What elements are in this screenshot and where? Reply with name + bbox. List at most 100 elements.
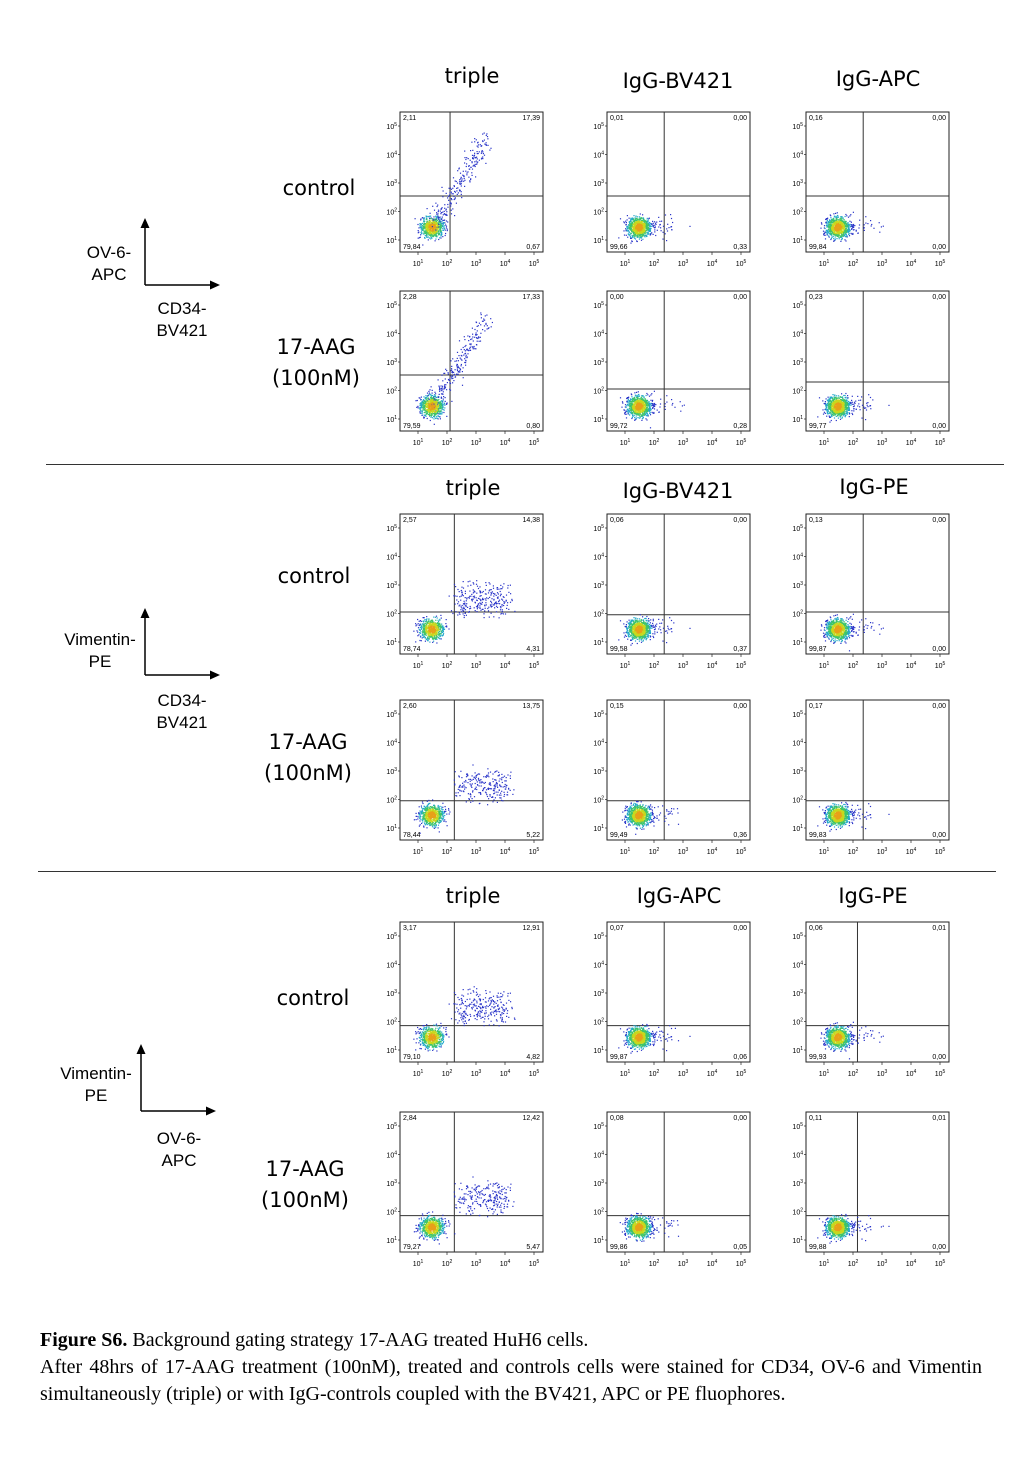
y-tick-label: 102	[792, 796, 803, 805]
x-tick-label: 101	[413, 661, 424, 670]
y-axis-label-s1: OV-6- APC	[86, 243, 132, 284]
quadrant-percent-lr: 0,00	[932, 832, 946, 839]
quadrant-percent-ll: 79,10	[403, 1054, 421, 1061]
quadrant-percent-ll: 99,93	[809, 1054, 827, 1061]
x-tick-label: 103	[678, 259, 689, 268]
y-tick-label: 101	[593, 1236, 604, 1245]
x-tick-label: 104	[707, 847, 718, 856]
x-tick-label: 104	[707, 438, 718, 447]
y-tick-label: 102	[593, 387, 604, 396]
x-tick-label: 103	[471, 438, 482, 447]
y-axis-label-s2: Vimentin- PE	[64, 630, 136, 671]
y-tick-label: 105	[386, 301, 397, 310]
x-tick-label: 102	[442, 1259, 453, 1268]
y-tick-label: 101	[792, 1236, 803, 1245]
x-tick-label: 102	[649, 661, 660, 670]
event-dots	[621, 800, 680, 835]
col-head-s3-igg-pe: IgG-PE	[838, 884, 908, 908]
quadrant-percent-ul: 0,16	[809, 115, 823, 122]
x-axis-label-s3: OV-6- APC	[156, 1129, 202, 1170]
quadrant-percent-ul: 2,28	[403, 294, 417, 301]
y-tick-label: 103	[792, 989, 803, 998]
y-tick-label: 104	[593, 553, 604, 562]
event-dots	[618, 1023, 691, 1054]
x-tick-label: 101	[620, 438, 631, 447]
event-dots	[413, 1176, 515, 1246]
x-tick-label: 102	[649, 438, 660, 447]
quadrant-percent-lr: 4,31	[526, 646, 540, 653]
quadrant-percent-ur: 0,00	[932, 703, 946, 710]
x-tick-label: 104	[500, 1069, 511, 1078]
axis-arrows-s3	[136, 1044, 216, 1116]
y-tick-label: 102	[792, 1208, 803, 1217]
x-tick-label: 102	[649, 1259, 660, 1268]
plot-frame	[399, 699, 544, 841]
x-tick-label: 102	[442, 661, 453, 670]
y-tick-label: 103	[593, 179, 604, 188]
y-tick-label: 104	[593, 961, 604, 970]
y-tick-label: 102	[386, 208, 397, 217]
y-tick-label: 101	[792, 415, 803, 424]
event-dots	[413, 580, 516, 644]
x-tick-label: 104	[707, 661, 718, 670]
x-tick-label: 105	[736, 438, 747, 447]
x-tick-label: 103	[877, 259, 888, 268]
x-tick-label: 103	[678, 1069, 689, 1078]
x-tick-label: 101	[620, 1069, 631, 1078]
x-tick-label: 104	[906, 1259, 917, 1268]
row-label-s3-control: control	[276, 986, 350, 1010]
row-label-s1-17aag: 17-AAG (100nM)	[272, 335, 360, 390]
x-axis-label-s1: CD34- BV421	[156, 299, 208, 340]
quadrant-percent-ur: 0,00	[733, 294, 747, 301]
x-tick-label: 102	[442, 1069, 453, 1078]
x-tick-label: 105	[529, 1259, 540, 1268]
flow-plot-9: 101 101 102 102 103 103 104 104 105 105 0,13 0,00 99…	[780, 508, 959, 682]
quadrant-percent-lr: 0,00	[932, 1054, 946, 1061]
flow-plot-15: 101 101 102 102 103 103 104 104 105 105 0,06 0,01 99…	[780, 916, 959, 1090]
quadrant-percent-ur: 0,00	[733, 517, 747, 524]
axis-arrows-s1	[140, 218, 220, 290]
y-tick-label: 102	[386, 387, 397, 396]
y-tick-label: 103	[792, 358, 803, 367]
plot-frame	[399, 513, 544, 655]
quadrant-percent-ul: 0,23	[809, 294, 823, 301]
y-tick-label: 101	[386, 638, 397, 647]
flow-plot-10: 101 101 102 102 103 103 104 104 105 105 2,60 13,75 7…	[374, 694, 553, 868]
y-tick-label: 102	[593, 1018, 604, 1027]
x-tick-label: 102	[848, 259, 859, 268]
x-tick-label: 105	[529, 259, 540, 268]
quadrant-percent-lr: 0,00	[932, 646, 946, 653]
x-tick-label: 105	[529, 661, 540, 670]
x-tick-label: 102	[848, 661, 859, 670]
y-tick-label: 101	[792, 236, 803, 245]
y-tick-label: 102	[593, 796, 604, 805]
flow-plot-2: 101 101 102 102 103 103 104 104 105 105 0,01 0,00 99…	[581, 106, 760, 280]
x-tick-label: 104	[906, 661, 917, 670]
col-head-s1-triple: triple	[444, 64, 500, 88]
y-tick-label: 105	[593, 122, 604, 131]
y-tick-label: 102	[593, 208, 604, 217]
y-tick-label: 101	[792, 638, 803, 647]
x-tick-label: 105	[935, 661, 946, 670]
x-tick-label: 105	[529, 1069, 540, 1078]
quadrant-percent-ur: 0,00	[733, 925, 747, 932]
y-tick-label: 101	[593, 1046, 604, 1055]
x-tick-label: 103	[877, 1259, 888, 1268]
x-tick-label: 104	[906, 1069, 917, 1078]
caption-title-rest: Background gating strategy 17-AAG treate…	[127, 1329, 589, 1351]
y-tick-label: 102	[792, 387, 803, 396]
event-dots	[618, 614, 691, 646]
y-tick-label: 101	[792, 824, 803, 833]
event-dots	[817, 392, 890, 423]
flow-plot-12: 101 101 102 102 103 103 104 104 105 105 0,17 0,00 99…	[780, 694, 959, 868]
quadrant-percent-ll: 99,66	[610, 244, 628, 251]
y-tick-label: 105	[792, 524, 803, 533]
flow-plot-8: 101 101 102 102 103 103 104 104 105 105 0,06 0,00 99…	[581, 508, 760, 682]
quadrant-percent-ur: 17,33	[522, 294, 540, 301]
quadrant-percent-lr: 0,28	[733, 423, 747, 430]
quadrant-percent-ll: 79,59	[403, 423, 421, 430]
x-tick-label: 102	[848, 438, 859, 447]
y-tick-label: 102	[386, 796, 397, 805]
y-tick-label: 104	[792, 553, 803, 562]
quadrant-percent-ul: 0,08	[610, 1115, 624, 1122]
